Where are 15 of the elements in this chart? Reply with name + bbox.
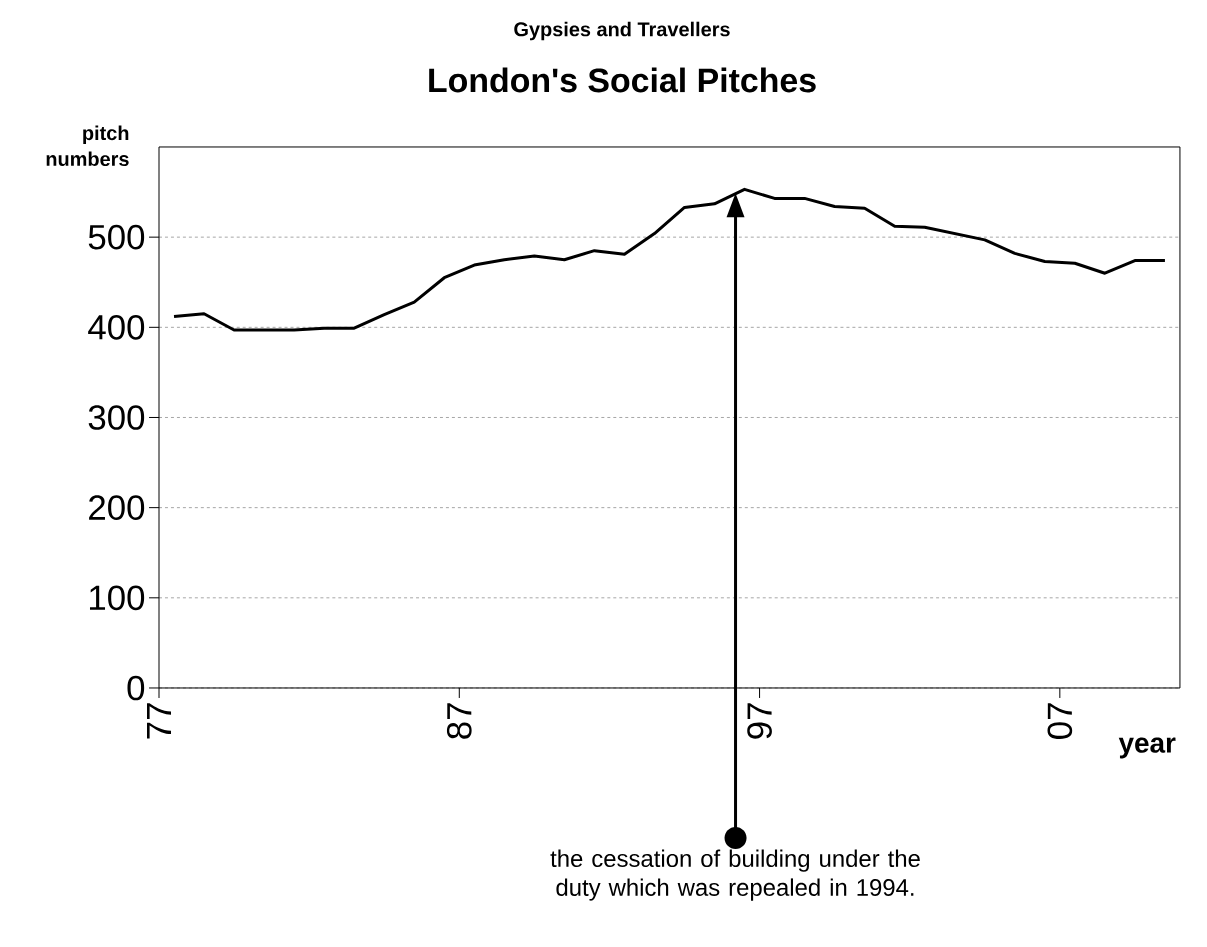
x-tick-label: 07 [1047, 703, 1073, 739]
y-tick-label: 200 [89, 495, 145, 520]
y-tick-label: 300 [88, 405, 145, 430]
y-tick-label: 400 [88, 314, 145, 340]
x-tick-label: 77 [147, 703, 171, 739]
chart-title: London's Social Pitches [429, 67, 816, 93]
y-tick-label: 100 [89, 585, 145, 611]
x-tick-label: 97 [747, 703, 772, 739]
x-axis-title: year [1118, 737, 1176, 759]
x-tick-label: 87 [446, 703, 472, 739]
ref-line-label: the cessation of building under the duty which was repealed in 1994. [550, 849, 920, 901]
chart-subtitle: Gypsies and Travellers [514, 21, 730, 41]
y-tick-label: 500 [88, 224, 145, 250]
y-tick-label: 0 [127, 675, 145, 701]
y-axis-title: pitch numbers [46, 125, 129, 167]
